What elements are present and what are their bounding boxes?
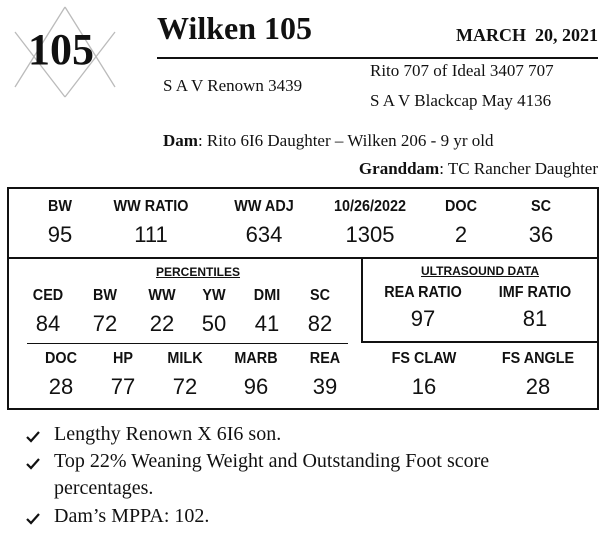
stat-value: 111: [134, 222, 168, 247]
percentile-value: 39: [312, 374, 338, 399]
foot-score-value: 16: [411, 374, 437, 399]
sire-sire: Rito 707 of Ideal 3407 707: [370, 61, 554, 80]
percentile-label: MARB: [234, 350, 278, 367]
stat-label: 10/26/2022: [333, 198, 407, 215]
percentile-value: 41: [254, 311, 280, 336]
percentile-value: 96: [243, 374, 269, 399]
title-divider: [157, 57, 598, 59]
foot-score-label: FS CLAW: [391, 350, 457, 367]
check-icon: [26, 431, 40, 443]
ultrasound-value: 97: [410, 306, 436, 331]
granddam-line: Granddam: TC Rancher Daughter: [359, 159, 598, 179]
percentile-value: 72: [172, 374, 198, 399]
percentile-value: 82: [307, 311, 333, 336]
sire: S A V Renown 3439: [163, 76, 303, 95]
percentile-value: 84: [35, 311, 61, 336]
percentile-label: BW: [93, 287, 117, 304]
bullet-text: percentages.: [54, 477, 154, 499]
foot-score-value: 28: [525, 374, 551, 399]
percentile-label: HP: [112, 350, 134, 367]
stat-value: 36: [528, 222, 554, 247]
sire-dam: S A V Blackcap May 4136: [370, 91, 552, 110]
stats-box: [7, 187, 599, 259]
bullet-text: Dam’s MPPA: 102.: [54, 505, 210, 527]
ultrasound-title: ULTRASOUND DATA: [421, 264, 539, 278]
lot-number: 105: [28, 25, 94, 74]
ultrasound-label: REA RATIO: [384, 284, 462, 301]
bullet-text: Lengthy Renown X 6I6 son.: [54, 423, 282, 445]
stat-value: 95: [47, 222, 73, 247]
percentile-value: 72: [92, 311, 118, 336]
check-icon: [26, 458, 40, 470]
animal-title: Wilken 105: [157, 10, 312, 46]
check-icon: [26, 513, 40, 525]
stat-value: 2: [454, 222, 468, 247]
stat-value: 1305: [345, 222, 395, 247]
dam-label: Dam: [163, 131, 198, 150]
stat-label: DOC: [444, 198, 478, 215]
percentile-label: WW: [148, 287, 176, 304]
foot-score-label: FS ANGLE: [501, 350, 575, 367]
percentile-label: DOC: [44, 350, 78, 367]
stat-value: 634: [245, 222, 283, 247]
stat-label: BW: [48, 198, 72, 215]
percentile-divider: [27, 343, 348, 344]
percentile-value: 50: [201, 311, 227, 336]
stat-label: WW ADJ: [234, 198, 294, 215]
percentile-label: SC: [309, 287, 331, 304]
ultrasound-value: 81: [522, 306, 548, 331]
percentile-value: 77: [110, 374, 136, 399]
percentile-label: DMI: [253, 287, 281, 304]
dam-value: : Rito 6I6 Daughter – Wilken 206 - 9 yr …: [197, 131, 494, 150]
granddam-label: Granddam: [358, 159, 440, 178]
sale-date: MARCH 20, 2021: [456, 25, 598, 45]
percentile-label: MILK: [167, 350, 203, 367]
percentile-label: REA: [309, 350, 341, 367]
stat-label: SC: [530, 198, 552, 215]
percentile-value: 28: [48, 374, 74, 399]
dam-line: Dam: Rito 6I6 Daughter – Wilken 206 - 9 …: [163, 131, 493, 151]
percentile-label: CED: [32, 287, 64, 304]
stat-label: WW RATIO: [113, 198, 189, 215]
diamond-logo-icon: [14, 6, 116, 98]
percentiles-title: PERCENTILES: [155, 265, 241, 279]
granddam-value: : TC Rancher Daughter: [439, 159, 598, 178]
percentile-value: 22: [149, 311, 175, 336]
percentile-label: YW: [202, 287, 226, 304]
bullet-text: Top 22% Weaning Weight and Outstanding F…: [54, 450, 490, 472]
ultrasound-label: IMF RATIO: [498, 284, 572, 301]
ultrasound-box: [361, 257, 599, 343]
